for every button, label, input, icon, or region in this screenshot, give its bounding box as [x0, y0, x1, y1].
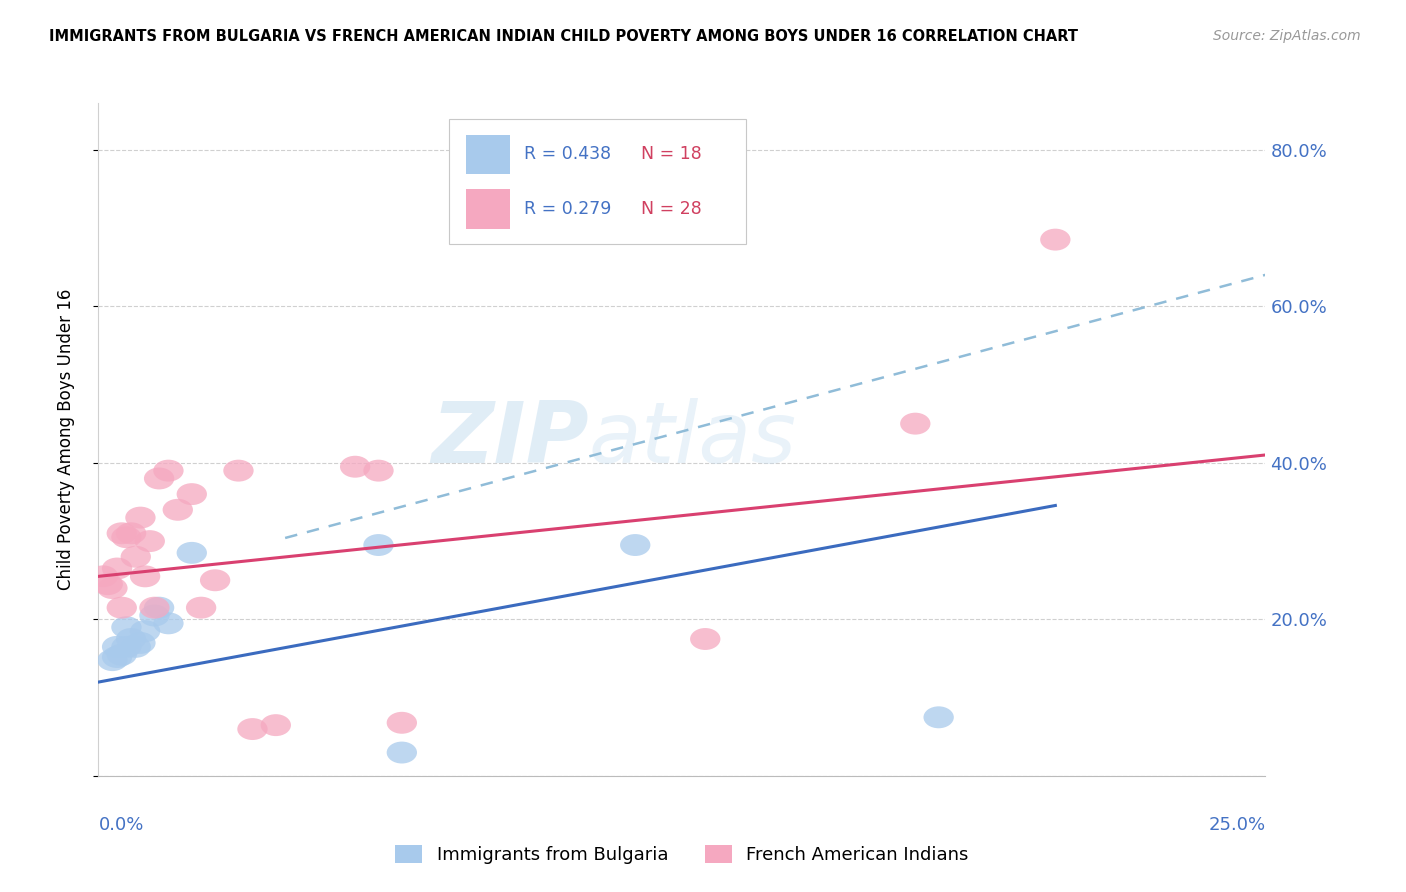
- Ellipse shape: [200, 569, 231, 591]
- Ellipse shape: [238, 718, 267, 740]
- Ellipse shape: [153, 459, 184, 482]
- Text: atlas: atlas: [589, 398, 797, 481]
- Ellipse shape: [101, 558, 132, 580]
- FancyBboxPatch shape: [449, 120, 747, 244]
- Ellipse shape: [125, 507, 156, 529]
- Ellipse shape: [363, 459, 394, 482]
- Ellipse shape: [387, 712, 418, 734]
- Y-axis label: Child Poverty Among Boys Under 16: Child Poverty Among Boys Under 16: [56, 289, 75, 590]
- Ellipse shape: [177, 542, 207, 564]
- Ellipse shape: [107, 523, 136, 544]
- Ellipse shape: [139, 605, 170, 626]
- Ellipse shape: [115, 628, 146, 650]
- Ellipse shape: [143, 597, 174, 619]
- Ellipse shape: [97, 577, 128, 599]
- Text: N = 18: N = 18: [641, 145, 702, 163]
- Ellipse shape: [924, 706, 953, 728]
- Ellipse shape: [129, 620, 160, 642]
- Ellipse shape: [121, 546, 150, 567]
- Ellipse shape: [111, 616, 142, 638]
- Text: 25.0%: 25.0%: [1208, 816, 1265, 834]
- Ellipse shape: [97, 649, 128, 671]
- Ellipse shape: [93, 574, 122, 595]
- Ellipse shape: [129, 566, 160, 587]
- Ellipse shape: [101, 636, 132, 657]
- Ellipse shape: [111, 526, 142, 549]
- Ellipse shape: [177, 483, 207, 505]
- Ellipse shape: [1040, 228, 1070, 251]
- Ellipse shape: [363, 534, 394, 556]
- Ellipse shape: [143, 467, 174, 490]
- Text: R = 0.438: R = 0.438: [524, 145, 612, 163]
- Text: 0.0%: 0.0%: [98, 816, 143, 834]
- Text: ZIP: ZIP: [430, 398, 589, 481]
- Text: Source: ZipAtlas.com: Source: ZipAtlas.com: [1213, 29, 1361, 44]
- Ellipse shape: [107, 644, 136, 665]
- Ellipse shape: [101, 646, 132, 668]
- Ellipse shape: [139, 597, 170, 619]
- Ellipse shape: [690, 628, 720, 650]
- Ellipse shape: [620, 534, 651, 556]
- Ellipse shape: [260, 714, 291, 736]
- Ellipse shape: [340, 456, 370, 478]
- Text: IMMIGRANTS FROM BULGARIA VS FRENCH AMERICAN INDIAN CHILD POVERTY AMONG BOYS UNDE: IMMIGRANTS FROM BULGARIA VS FRENCH AMERI…: [49, 29, 1078, 45]
- Bar: [465, 189, 510, 228]
- Ellipse shape: [153, 613, 184, 634]
- Ellipse shape: [115, 523, 146, 544]
- Text: N = 28: N = 28: [641, 200, 702, 218]
- Text: R = 0.279: R = 0.279: [524, 200, 612, 218]
- Ellipse shape: [107, 597, 136, 619]
- Ellipse shape: [125, 632, 156, 654]
- Ellipse shape: [900, 413, 931, 434]
- Ellipse shape: [135, 530, 165, 552]
- Ellipse shape: [163, 499, 193, 521]
- Ellipse shape: [387, 741, 418, 764]
- Legend: Immigrants from Bulgaria, French American Indians: Immigrants from Bulgaria, French America…: [388, 838, 976, 871]
- Ellipse shape: [111, 636, 142, 657]
- Ellipse shape: [89, 566, 118, 587]
- Ellipse shape: [186, 597, 217, 619]
- Ellipse shape: [224, 459, 253, 482]
- Bar: [465, 135, 510, 174]
- Ellipse shape: [121, 636, 150, 657]
